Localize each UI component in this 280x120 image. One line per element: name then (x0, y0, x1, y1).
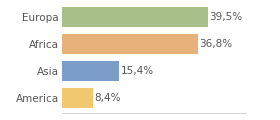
Text: 39,5%: 39,5% (209, 12, 242, 22)
Bar (62, 7, 207, 27)
Bar (62, 61, 118, 81)
Text: 8,4%: 8,4% (94, 93, 121, 103)
Text: 15,4%: 15,4% (120, 66, 153, 76)
Text: 36,8%: 36,8% (199, 39, 233, 49)
Bar (62, 88, 93, 108)
Bar (62, 34, 198, 54)
